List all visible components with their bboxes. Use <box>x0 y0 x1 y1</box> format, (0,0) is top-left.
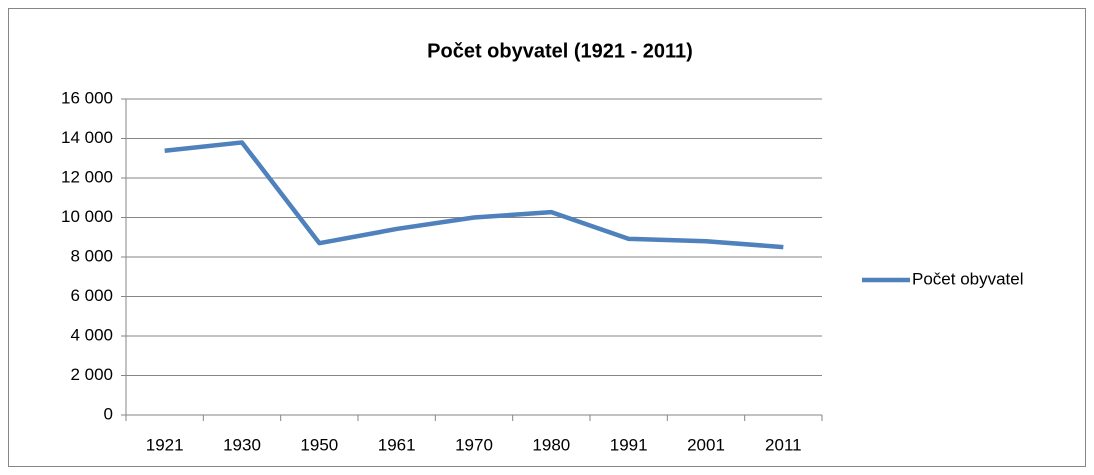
chart-border <box>8 8 1086 467</box>
x-tick-label: 1991 <box>610 435 648 454</box>
y-tick-label: 6 000 <box>70 286 113 305</box>
x-tick-label: 1921 <box>146 435 184 454</box>
x-tick-label: 1950 <box>300 435 338 454</box>
x-tick-label: 1961 <box>378 435 416 454</box>
x-tick-label: 1970 <box>455 435 493 454</box>
y-tick-label: 16 000 <box>61 88 113 107</box>
series-line <box>164 140 784 250</box>
x-tick-label: 2011 <box>765 435 802 454</box>
y-tick-label: 10 000 <box>61 207 113 226</box>
x-tick-label: 2001 <box>687 435 725 454</box>
y-tick-label: 2 000 <box>70 365 113 384</box>
y-tick-label: 14 000 <box>61 128 113 147</box>
x-tick-label: 1930 <box>223 435 261 454</box>
legend-label: Počet obyvatel <box>912 269 1024 288</box>
y-tick-label: 4 000 <box>70 325 113 344</box>
chart-title: Počet obyvatel (1921 - 2011) <box>427 40 693 62</box>
y-tick-label: 0 <box>104 404 113 423</box>
y-tick-label: 12 000 <box>61 167 113 186</box>
y-tick-label: 8 000 <box>70 246 113 265</box>
x-tick-label: 1980 <box>532 435 570 454</box>
